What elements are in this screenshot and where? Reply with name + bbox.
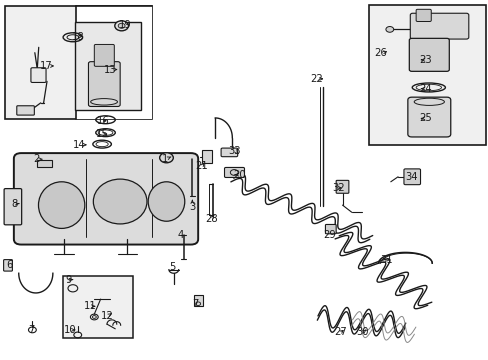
Text: 18: 18 bbox=[71, 32, 84, 41]
Ellipse shape bbox=[90, 99, 117, 105]
Text: 4: 4 bbox=[178, 230, 184, 239]
Text: 30: 30 bbox=[356, 327, 368, 337]
Bar bbox=[368, 5, 485, 145]
Bar bbox=[4, 6, 152, 119]
Text: 1: 1 bbox=[162, 154, 168, 164]
FancyBboxPatch shape bbox=[94, 44, 114, 66]
Text: 22: 22 bbox=[309, 74, 322, 84]
Text: 19: 19 bbox=[119, 20, 131, 30]
Bar bbox=[63, 276, 133, 338]
FancyBboxPatch shape bbox=[325, 225, 335, 234]
Bar bbox=[76, 6, 152, 119]
Text: 15: 15 bbox=[96, 129, 108, 139]
Text: 27: 27 bbox=[333, 327, 346, 337]
Text: 5: 5 bbox=[169, 262, 176, 272]
Text: 25: 25 bbox=[419, 113, 431, 123]
Text: 21: 21 bbox=[195, 161, 207, 171]
Text: 16: 16 bbox=[97, 116, 109, 126]
Bar bbox=[37, 159, 52, 167]
Circle shape bbox=[159, 153, 173, 163]
FancyBboxPatch shape bbox=[408, 39, 448, 71]
Circle shape bbox=[385, 27, 393, 32]
Text: 11: 11 bbox=[83, 301, 96, 311]
Ellipse shape bbox=[148, 182, 184, 221]
FancyBboxPatch shape bbox=[335, 180, 348, 193]
Text: 34: 34 bbox=[404, 172, 417, 182]
Text: 20: 20 bbox=[233, 170, 245, 180]
Text: 31: 31 bbox=[380, 255, 392, 265]
FancyBboxPatch shape bbox=[31, 68, 46, 82]
FancyBboxPatch shape bbox=[224, 167, 244, 177]
Text: 33: 33 bbox=[228, 145, 241, 156]
Text: 14: 14 bbox=[73, 140, 86, 150]
Text: 23: 23 bbox=[419, 55, 431, 65]
Text: 29: 29 bbox=[323, 230, 336, 239]
Text: 32: 32 bbox=[331, 183, 344, 193]
Text: 26: 26 bbox=[374, 48, 386, 58]
Bar bbox=[75, 22, 141, 110]
Circle shape bbox=[118, 23, 125, 28]
FancyBboxPatch shape bbox=[415, 9, 430, 22]
Text: 6: 6 bbox=[6, 260, 12, 270]
Ellipse shape bbox=[39, 182, 84, 228]
Text: 8: 8 bbox=[11, 199, 18, 209]
Text: 3: 3 bbox=[189, 202, 195, 212]
Text: 12: 12 bbox=[101, 311, 113, 321]
FancyBboxPatch shape bbox=[3, 260, 12, 271]
Text: 13: 13 bbox=[104, 64, 117, 75]
Text: 28: 28 bbox=[204, 214, 217, 224]
Ellipse shape bbox=[93, 179, 147, 224]
Text: 7: 7 bbox=[192, 299, 198, 309]
Text: 10: 10 bbox=[63, 325, 76, 335]
Text: 9: 9 bbox=[65, 275, 72, 285]
Text: 7: 7 bbox=[28, 325, 35, 335]
FancyBboxPatch shape bbox=[17, 106, 34, 115]
Text: 2: 2 bbox=[33, 154, 40, 164]
FancyBboxPatch shape bbox=[409, 13, 468, 39]
FancyBboxPatch shape bbox=[221, 148, 237, 157]
Circle shape bbox=[92, 316, 96, 319]
Bar bbox=[202, 150, 211, 163]
FancyBboxPatch shape bbox=[14, 153, 198, 244]
Circle shape bbox=[115, 21, 128, 31]
Bar bbox=[193, 295, 202, 306]
FancyBboxPatch shape bbox=[403, 169, 420, 185]
FancyBboxPatch shape bbox=[4, 189, 21, 225]
FancyBboxPatch shape bbox=[88, 62, 120, 107]
Text: 17: 17 bbox=[40, 61, 52, 71]
FancyBboxPatch shape bbox=[407, 97, 450, 137]
Text: 24: 24 bbox=[419, 84, 431, 94]
